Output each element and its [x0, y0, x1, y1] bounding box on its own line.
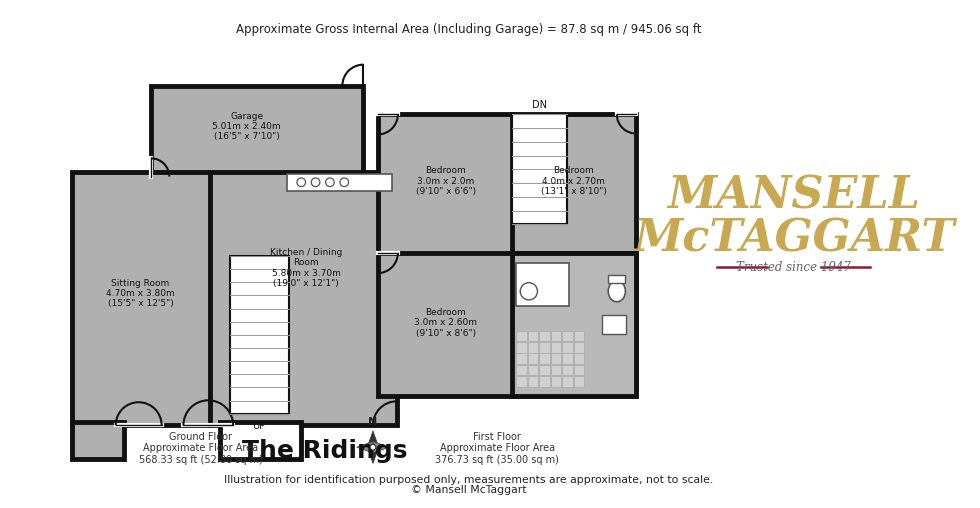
Bar [512, 114, 567, 225]
Bar [551, 365, 562, 375]
Bar [539, 365, 550, 375]
Text: UP: UP [253, 421, 266, 431]
Bar [151, 86, 364, 177]
Bar [539, 342, 550, 353]
Bar [574, 342, 584, 353]
Bar [516, 365, 527, 375]
Bar [516, 263, 569, 306]
Bar [528, 331, 538, 341]
Bar [539, 354, 550, 364]
Bar [528, 365, 538, 375]
Text: Sitting Room
4.70m x 3.80m
(15'5" x 12'5"): Sitting Room 4.70m x 3.80m (15'5" x 12'5… [106, 278, 175, 308]
Bar [287, 174, 392, 191]
Bar [229, 256, 289, 414]
Bar [528, 342, 538, 353]
Bar [551, 354, 562, 364]
Bar [516, 354, 527, 364]
Polygon shape [373, 441, 389, 453]
Bar [563, 342, 573, 353]
Bar [516, 331, 527, 341]
Bar [528, 376, 538, 387]
Text: Bedroom
3.0m x 2.0m
(9'10" x 6'6"): Bedroom 3.0m x 2.0m (9'10" x 6'6") [416, 167, 475, 196]
Text: The Ridings: The Ridings [242, 439, 408, 463]
Bar [72, 422, 124, 459]
Text: DN: DN [532, 100, 547, 110]
Bar [551, 376, 562, 387]
Text: First Floor
Approximate Floor Area
376.73 sq ft (35.00 sq m): First Floor Approximate Floor Area 376.7… [435, 432, 560, 465]
Text: Bedroom
3.0m x 2.60m
(9'10" x 8'6"): Bedroom 3.0m x 2.60m (9'10" x 8'6") [415, 308, 477, 338]
Bar [574, 354, 584, 364]
Text: Trusted since 1947: Trusted since 1947 [736, 261, 852, 274]
Text: Bedroom
4.0m x 2.70m
(13'1" x 8'10"): Bedroom 4.0m x 2.70m (13'1" x 8'10") [541, 167, 607, 196]
Ellipse shape [609, 281, 625, 302]
Bar [563, 331, 573, 341]
Bar [377, 114, 636, 396]
Bar [528, 354, 538, 364]
Circle shape [520, 282, 537, 300]
Text: Illustration for identification purposed only, measurements are approximate, not: Illustration for identification purposed… [224, 474, 713, 485]
Circle shape [370, 444, 376, 450]
Text: © Mansell McTaggart: © Mansell McTaggart [411, 485, 526, 495]
Bar [551, 331, 562, 341]
Bar [574, 365, 584, 375]
Bar [72, 172, 397, 425]
Bar [512, 253, 636, 396]
Bar [609, 275, 625, 282]
Polygon shape [368, 447, 378, 463]
Polygon shape [357, 441, 373, 453]
Bar [574, 376, 584, 387]
Bar [539, 331, 550, 341]
Bar [516, 342, 527, 353]
Text: MANSELL: MANSELL [667, 174, 920, 217]
Bar [539, 376, 550, 387]
Bar [603, 315, 626, 334]
Text: Kitchen / Dining
Room
5.80m x 3.70m
(19'0" x 12'1"): Kitchen / Dining Room 5.80m x 3.70m (19'… [270, 248, 342, 288]
Bar [563, 376, 573, 387]
Bar [574, 331, 584, 341]
Bar [563, 365, 573, 375]
Bar [516, 376, 527, 387]
Text: McTAGGART: McTAGGART [633, 217, 955, 260]
Polygon shape [368, 431, 378, 447]
Text: Ground Floor
Approximate Floor Area
568.33 sq ft (52.80 sq m): Ground Floor Approximate Floor Area 568.… [139, 432, 263, 465]
Text: N: N [368, 417, 377, 427]
Text: Garage
5.01m x 2.40m
(16'5" x 7'10"): Garage 5.01m x 2.40m (16'5" x 7'10") [213, 112, 281, 141]
Bar [220, 422, 301, 459]
Bar [563, 354, 573, 364]
Text: Approximate Gross Internal Area (Including Garage) = 87.8 sq m / 945.06 sq ft: Approximate Gross Internal Area (Includi… [236, 22, 702, 36]
Bar [551, 342, 562, 353]
